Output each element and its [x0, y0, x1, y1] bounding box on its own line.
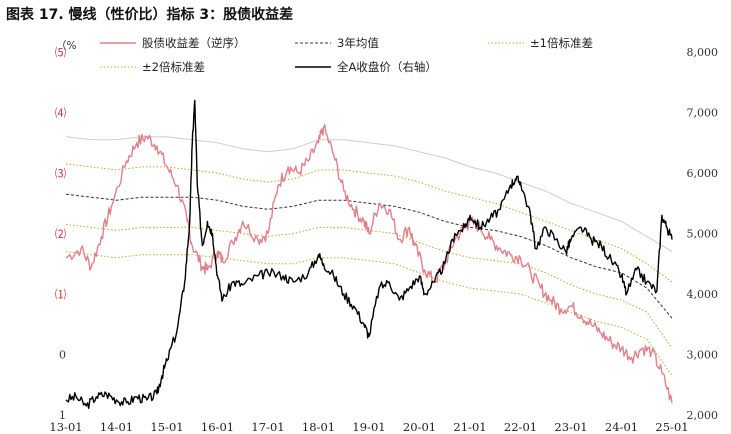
legend-label-index: 全A收盘价（右轴） — [337, 60, 437, 74]
right-tick-label: 2,000 — [687, 409, 719, 422]
spread-line-group — [65, 124, 673, 404]
x-tick-label: 15-01 — [150, 420, 183, 434]
page-title: 图表 17. 慢线（性价比）指标 3：股债收益差 — [6, 7, 294, 23]
x-tick-label: 14-01 — [100, 420, 133, 434]
x-tick-label: 23-01 — [554, 420, 587, 434]
series-line-avg — [65, 193, 673, 319]
index-line-group — [65, 99, 673, 409]
x-tick-label: 19-01 — [352, 420, 385, 434]
x-tick-label: 18-01 — [302, 420, 335, 434]
right-tick-label: 6,000 — [687, 167, 719, 180]
legend: 股债收益差（逆序） 3年均值 ±1倍标准差 ±2倍标准差 全A收盘价（右轴） — [100, 36, 593, 74]
series-line-p2_upper — [65, 136, 673, 253]
series-line-p2_lower — [65, 251, 673, 376]
right-tick-label: 4,000 — [687, 288, 719, 301]
legend-label-spread: 股债收益差（逆序） — [142, 36, 246, 50]
right-tick-label: 7,000 — [687, 107, 719, 120]
x-tick-label: 20-01 — [403, 420, 436, 434]
x-tick-label: 21-01 — [453, 420, 486, 434]
right-tick-label: 3,000 — [687, 349, 719, 362]
band-lines — [65, 136, 673, 376]
x-tick-label: 16-01 — [201, 420, 234, 434]
series-line-index — [65, 99, 673, 409]
axis-ticks: ⑸ ⑷ ⑶ ⑵ ⑴ 0 1 8,000 7,000 6,000 5,000 4,000 3,000 2,0… — [49, 40, 718, 434]
series-line-p1_upper — [65, 163, 673, 283]
series-line-p1_lower — [65, 223, 673, 349]
right-tick-label: 5,000 — [687, 228, 719, 241]
x-tick-label: 24-01 — [605, 420, 638, 434]
left-tick-label: ⑸ — [55, 45, 66, 59]
left-tick-label: ⑴ — [55, 288, 66, 301]
legend-label-p2: ±2倍标准差 — [142, 60, 205, 74]
left-tick-label: ⑷ — [55, 106, 66, 120]
left-tick-label: 1 — [59, 409, 66, 422]
legend-label-avg: 3年均值 — [337, 36, 379, 50]
x-tick-label: 22-01 — [504, 420, 537, 434]
left-tick-label: ⑶ — [55, 167, 66, 180]
left-axis-unit: （% — [56, 40, 76, 52]
right-tick-label: 8,000 — [687, 46, 719, 59]
legend-label-p1: ±1倍标准差 — [530, 36, 593, 50]
x-tick-label: 25-01 — [655, 420, 688, 434]
series-line-spread — [65, 124, 673, 404]
x-tick-label: 13-01 — [49, 420, 82, 434]
left-tick-label: ⑵ — [55, 228, 66, 241]
x-tick-label: 17-01 — [251, 420, 284, 434]
left-tick-label: 0 — [59, 349, 66, 362]
